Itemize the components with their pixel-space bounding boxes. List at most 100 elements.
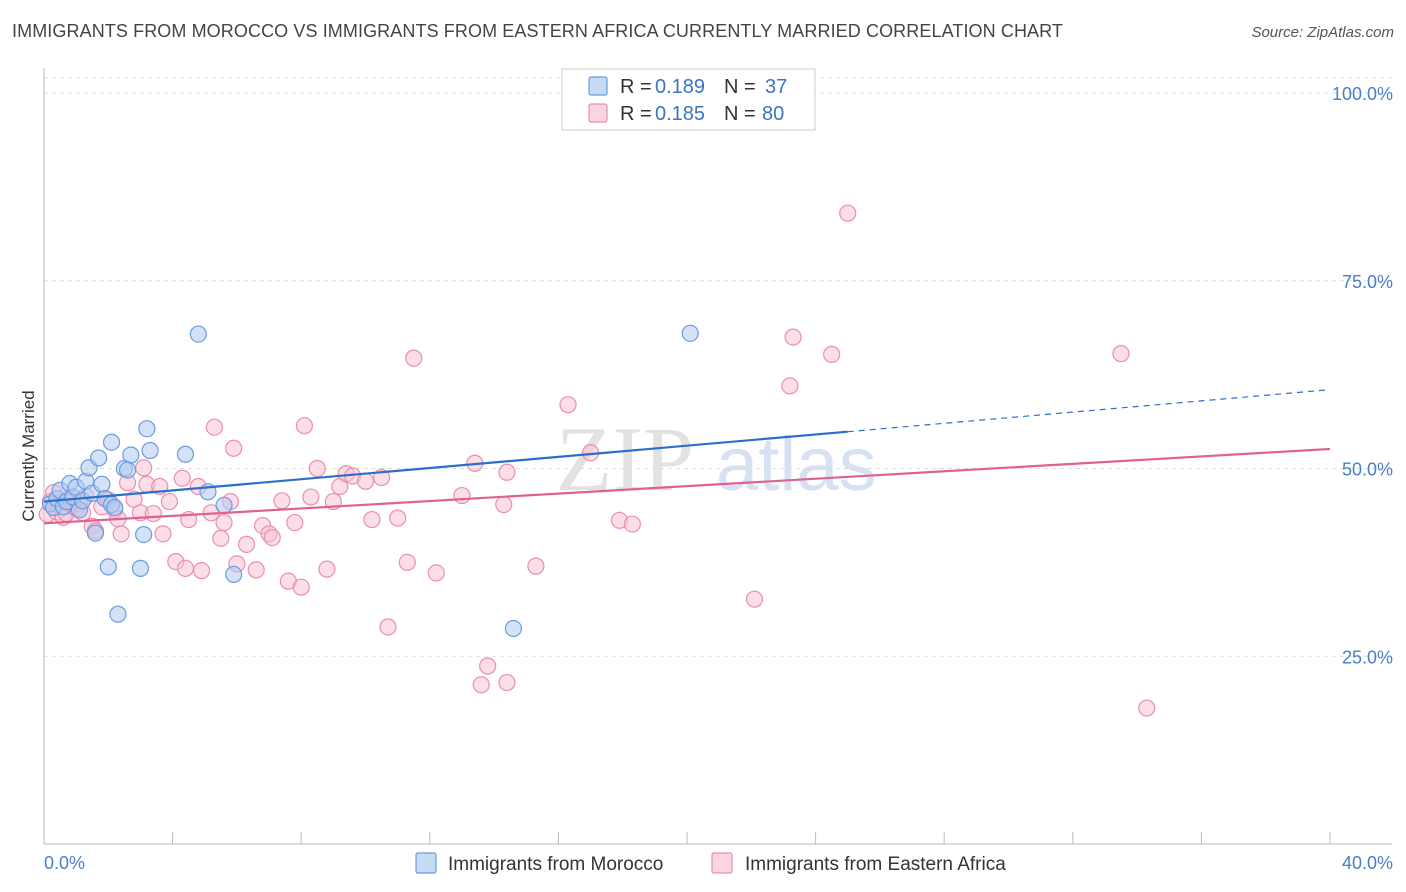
eastern-africa-point <box>302 488 320 506</box>
eastern-africa-point <box>237 535 256 553</box>
eastern-africa-point <box>286 513 304 532</box>
legend-swatch-morocco <box>588 76 608 96</box>
morocco-point <box>131 559 150 577</box>
series-morocco <box>41 324 699 638</box>
watermark-atlas: atlas <box>716 422 877 507</box>
y-tick-label: 75.0% <box>1342 272 1393 292</box>
legend-n-label-morocco: N = <box>724 76 756 98</box>
watermark: ZIP atlas <box>556 408 877 510</box>
eastern-africa-point <box>1138 699 1156 717</box>
morocco-point <box>86 524 105 542</box>
series-eastern-africa <box>38 204 1156 717</box>
eastern-africa-point <box>160 492 178 511</box>
eastern-africa-point <box>154 525 172 543</box>
morocco-trend-extension <box>847 389 1331 433</box>
chart-title: IMMIGRANTS FROM MOROCCO VS IMMIGRANTS FR… <box>12 21 1064 41</box>
axes <box>43 68 1392 845</box>
eastern-africa-point <box>292 578 310 596</box>
morocco-point <box>215 496 233 514</box>
bottom-legend-label-eastern-africa: Immigrants from Eastern Africa <box>745 854 1006 875</box>
legend-r-value-morocco: 0.189 <box>655 76 705 98</box>
morocco-point <box>176 445 195 463</box>
legend-r-label-eastern-africa: R = <box>620 103 652 125</box>
eastern-africa-point <box>112 525 130 543</box>
legend-n-label-eastern-africa: N = <box>724 103 756 125</box>
morocco-point <box>106 498 124 517</box>
eastern-africa-point <box>453 486 471 505</box>
legend-swatch-eastern-africa <box>588 103 608 123</box>
eastern-africa-point <box>273 492 291 510</box>
morocco-point <box>189 325 207 343</box>
eastern-africa-point <box>559 396 577 414</box>
morocco-point <box>93 475 111 493</box>
legend-r-value-eastern-africa: 0.185 <box>655 103 705 125</box>
eastern-africa-point <box>781 377 799 395</box>
morocco-point <box>99 558 117 576</box>
eastern-africa-point <box>173 469 191 487</box>
legend-box: R = 0.189 N = 37 R = 0.185 N = 80 <box>561 68 816 131</box>
eastern-africa-point <box>527 557 545 575</box>
eastern-africa-point <box>398 553 416 571</box>
eastern-africa-point <box>205 418 223 436</box>
trend-lines <box>43 389 1331 525</box>
eastern-africa-point <box>192 562 211 580</box>
morocco-point <box>90 449 108 467</box>
y-tick-label: 100.0% <box>1332 84 1393 104</box>
morocco-point <box>681 324 699 342</box>
x-tick-label-min: 0.0% <box>44 853 85 873</box>
eastern-africa-point <box>215 513 233 532</box>
bottom-legend: Immigrants from Morocco Immigrants from … <box>415 852 1006 875</box>
y-tick-labels: 25.0% 50.0% 75.0% 100.0% <box>1332 84 1393 667</box>
eastern-africa-point <box>389 509 407 527</box>
morocco-point <box>135 525 153 544</box>
eastern-africa-point <box>135 459 153 477</box>
grid-lines <box>44 77 1392 657</box>
morocco-point <box>109 605 127 623</box>
legend-r-label-morocco: R = <box>620 76 652 98</box>
eastern-africa-point <box>363 510 381 529</box>
eastern-africa-point <box>405 349 423 367</box>
morocco-trend-line <box>43 430 848 503</box>
eastern-africa-point <box>745 590 764 608</box>
eastern-africa-point <box>247 561 265 579</box>
eastern-africa-point <box>1112 345 1130 363</box>
eastern-africa-point <box>498 673 516 692</box>
eastern-africa-point <box>144 504 162 523</box>
eastern-africa-point <box>308 459 326 478</box>
eastern-africa-point <box>295 417 314 435</box>
morocco-point <box>138 420 156 438</box>
eastern-africa-point <box>623 515 641 533</box>
source-credit: Source: ZipAtlas.com <box>1251 24 1394 41</box>
morocco-point <box>225 565 243 583</box>
x-tick-label-max: 40.0% <box>1342 853 1393 873</box>
eastern-africa-point <box>318 560 336 578</box>
eastern-africa-point <box>263 528 281 547</box>
eastern-africa-trend-line <box>43 447 1331 525</box>
eastern-africa-point <box>784 328 802 346</box>
eastern-africa-point <box>379 618 397 636</box>
eastern-africa-point <box>225 439 243 457</box>
morocco-point <box>102 433 121 451</box>
y-tick-label: 50.0% <box>1342 460 1393 480</box>
morocco-point <box>118 461 137 479</box>
legend-n-value-morocco: 37 <box>765 76 787 98</box>
morocco-point <box>141 441 159 460</box>
bottom-legend-swatch-eastern-africa <box>711 852 733 874</box>
eastern-africa-point <box>212 529 230 547</box>
eastern-africa-point <box>427 564 445 582</box>
eastern-africa-point <box>495 495 513 514</box>
eastern-africa-point <box>176 559 195 577</box>
eastern-africa-point <box>823 345 841 363</box>
morocco-point <box>504 619 522 638</box>
y-tick-label: 25.0% <box>1342 647 1393 667</box>
eastern-africa-point <box>479 657 497 675</box>
bottom-legend-swatch-morocco <box>415 852 437 874</box>
eastern-africa-point <box>472 676 490 694</box>
eastern-africa-point <box>498 463 516 481</box>
legend-n-value-eastern-africa: 80 <box>762 103 784 125</box>
y-axis-label: Currently Married <box>19 390 38 521</box>
morocco-point <box>122 446 140 464</box>
eastern-africa-point <box>839 204 857 222</box>
bottom-legend-label-morocco: Immigrants from Morocco <box>448 854 663 875</box>
